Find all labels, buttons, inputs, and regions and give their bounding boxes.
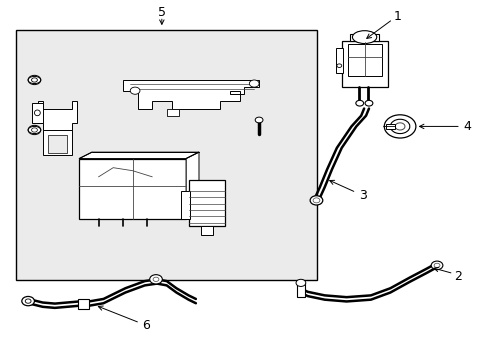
Ellipse shape bbox=[34, 110, 40, 116]
Ellipse shape bbox=[295, 279, 305, 287]
Ellipse shape bbox=[255, 117, 263, 123]
Text: 5: 5 bbox=[158, 6, 165, 19]
Bar bbox=[79, 158, 186, 219]
Bar bbox=[347, 44, 381, 76]
Text: 3: 3 bbox=[358, 189, 366, 202]
Ellipse shape bbox=[31, 78, 37, 82]
Bar bbox=[16, 30, 317, 280]
Ellipse shape bbox=[312, 198, 319, 203]
Bar bbox=[47, 135, 67, 153]
Ellipse shape bbox=[22, 296, 34, 306]
Ellipse shape bbox=[28, 75, 41, 85]
Polygon shape bbox=[122, 80, 259, 109]
Ellipse shape bbox=[249, 80, 259, 87]
Ellipse shape bbox=[433, 263, 439, 267]
Text: 1: 1 bbox=[393, 10, 401, 23]
Text: 6: 6 bbox=[142, 319, 150, 332]
Ellipse shape bbox=[365, 100, 372, 106]
Ellipse shape bbox=[336, 64, 341, 67]
Bar bbox=[188, 180, 224, 226]
Ellipse shape bbox=[149, 275, 162, 284]
Ellipse shape bbox=[130, 87, 140, 94]
Bar bbox=[181, 191, 190, 219]
Ellipse shape bbox=[430, 261, 442, 270]
Bar bbox=[201, 226, 212, 235]
Bar bbox=[385, 124, 394, 129]
Ellipse shape bbox=[355, 100, 363, 106]
Ellipse shape bbox=[309, 196, 322, 205]
Ellipse shape bbox=[25, 299, 31, 303]
Ellipse shape bbox=[28, 125, 41, 135]
Bar bbox=[335, 48, 342, 73]
Bar bbox=[32, 103, 42, 123]
Polygon shape bbox=[38, 102, 77, 130]
Bar bbox=[350, 33, 378, 41]
Bar bbox=[296, 283, 304, 297]
Bar bbox=[341, 41, 387, 87]
Polygon shape bbox=[186, 152, 199, 219]
Bar bbox=[42, 130, 72, 155]
Text: 4: 4 bbox=[462, 120, 470, 133]
Bar bbox=[166, 109, 179, 116]
Bar bbox=[78, 298, 89, 309]
Ellipse shape bbox=[352, 31, 376, 44]
Text: 2: 2 bbox=[453, 270, 462, 283]
Polygon shape bbox=[79, 152, 199, 158]
Ellipse shape bbox=[31, 128, 37, 132]
Ellipse shape bbox=[153, 277, 159, 282]
